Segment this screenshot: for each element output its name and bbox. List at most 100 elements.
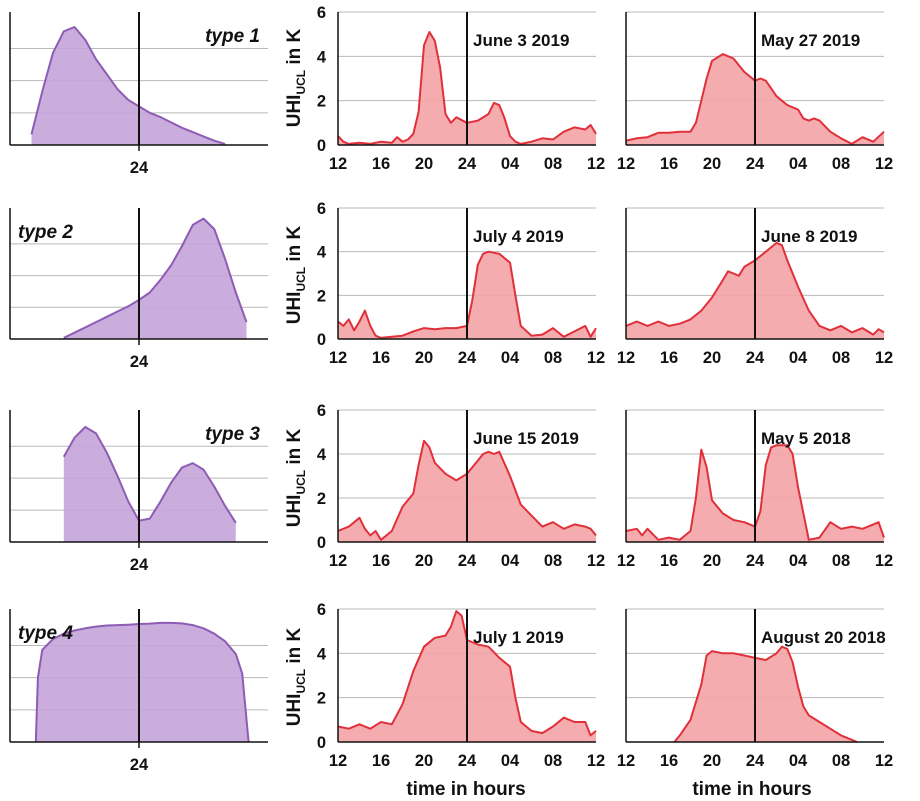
panel-11-y-tick-label-3: 4 [317, 645, 327, 663]
panel-1-x-tick-label: 24 [130, 159, 149, 177]
panel-9-x-tick-label-2: 16 [372, 552, 390, 570]
panel-9-title: June 15 2019 [473, 429, 579, 448]
panel-10-x-tick-label-5: 04 [789, 552, 808, 570]
panel-7-x-tick-label-5: 04 [501, 349, 520, 367]
y-axis-label-row-1: UHIUCL in K [284, 28, 308, 127]
panel-1-area [31, 27, 225, 145]
ylabel-main: UHI [284, 694, 305, 727]
panel-11-x-tick-label-2: 16 [372, 752, 390, 770]
x-axis-label-col-3: time in hours [692, 779, 811, 800]
panel-5-x-tick-label-1: 12 [329, 155, 347, 173]
y-axis-label-row-4: UHIUCL in K [284, 627, 308, 726]
panel-8-x-tick-label-6: 08 [832, 349, 850, 367]
panel-7-x-tick-label-7: 12 [587, 349, 605, 367]
panel-9-y-tick-label-3: 4 [317, 446, 327, 464]
y-axis-label-row-3: UHIUCL in K [284, 428, 308, 527]
panel-11-y-tick-label-1: 0 [317, 734, 326, 752]
panel-5-y-tick-label-1: 0 [317, 137, 326, 155]
panel-10-x-tick-label-1: 12 [617, 552, 635, 570]
panel-5-x-tick-label-3: 20 [415, 155, 433, 173]
svg-text:UHIUCL in K: UHIUCL in K [284, 28, 308, 127]
panel-5-x-tick-label-5: 04 [501, 155, 520, 173]
panel-10-x-tick-label-6: 08 [832, 552, 850, 570]
panel-9-y-tick-label-4: 6 [317, 402, 326, 420]
panel-10-x-tick-label-7: 12 [875, 552, 893, 570]
y-axis-label-row-2: UHIUCL in K [284, 225, 308, 324]
svg-text:UHIUCL in K: UHIUCL in K [284, 627, 308, 726]
panel-5-x-tick-label-7: 12 [587, 155, 605, 173]
panel-6-x-tick-label-4: 24 [746, 155, 765, 173]
panel-11-x-tick-label-6: 08 [544, 752, 562, 770]
panel-11-x-tick-label-4: 24 [458, 752, 477, 770]
panel-5-y-tick-label-3: 4 [317, 48, 327, 66]
panel-8-x-tick-label-5: 04 [789, 349, 808, 367]
panel-1-series-line [30, 26, 226, 145]
area-layer [30, 26, 885, 743]
panel-11-x-tick-label-3: 20 [415, 752, 433, 770]
panel-4-area [35, 622, 249, 742]
panel-12-x-tick-label-6: 08 [832, 752, 850, 770]
panel-5-x-tick-label-2: 16 [372, 155, 390, 173]
panel-1-title: type 1 [205, 26, 260, 47]
ylabel-main: UHI [284, 95, 305, 128]
panel-6-x-tick-label-7: 12 [875, 155, 893, 173]
panel-2-x-tick-label: 24 [130, 353, 149, 371]
ylabel-sub: UCL [294, 70, 308, 95]
panel-9-x-tick-label-6: 08 [544, 552, 562, 570]
panel-8-x-tick-label-3: 20 [703, 349, 721, 367]
panel-2-area [63, 218, 247, 339]
panel-6-x-tick-label-1: 12 [617, 155, 635, 173]
svg-text:UHIUCL in K: UHIUCL in K [284, 428, 308, 527]
panel-9-x-tick-label-3: 20 [415, 552, 433, 570]
panel-6-x-tick-label-3: 20 [703, 155, 721, 173]
panel-7-y-tick-label-1: 0 [317, 331, 326, 349]
ylabel-main: UHI [284, 292, 305, 325]
panel-11-y-tick-label-4: 6 [317, 601, 326, 619]
ylabel-tail: in K [284, 28, 305, 69]
panel-10-area [626, 445, 884, 542]
panel-8-x-tick-label-7: 12 [875, 349, 893, 367]
panel-7-x-tick-label-2: 16 [372, 349, 390, 367]
panel-5-title: June 3 2019 [473, 31, 569, 50]
panel-6-title: May 27 2019 [761, 31, 860, 50]
panel-12-x-tick-label-1: 12 [617, 752, 635, 770]
panel-9-y-tick-label-1: 0 [317, 534, 326, 552]
panel-12-x-tick-label-4: 24 [746, 752, 765, 770]
panel-11-x-tick-label-5: 04 [501, 752, 520, 770]
panel-9-x-tick-label-5: 04 [501, 552, 520, 570]
panel-7-y-tick-label-4: 6 [317, 200, 326, 218]
panel-8-x-tick-label-4: 24 [746, 349, 765, 367]
ylabel-sub: UCL [294, 267, 308, 292]
panel-9-x-tick-label-4: 24 [458, 552, 477, 570]
panel-8-x-tick-label-1: 12 [617, 349, 635, 367]
panel-5-x-tick-label-6: 08 [544, 155, 562, 173]
panel-7-x-tick-label-3: 20 [415, 349, 433, 367]
panel-12-x-tick-label-5: 04 [789, 752, 808, 770]
panel-5-area [338, 32, 596, 145]
ylabel-sub: UCL [294, 470, 308, 495]
panel-3-area [63, 427, 236, 542]
panel-11-x-tick-label-7: 12 [587, 752, 605, 770]
panel-6-x-tick-label-2: 16 [660, 155, 678, 173]
svg-text:UHIUCL in K: UHIUCL in K [284, 225, 308, 324]
axes-layer [9, 12, 884, 748]
panel-4-title: type 4 [18, 623, 73, 644]
panel-6-x-tick-label-5: 04 [789, 155, 808, 173]
ylabel-main: UHI [284, 495, 305, 528]
panel-9-series-line [337, 439, 597, 541]
panel-10-x-tick-label-4: 24 [746, 552, 765, 570]
panel-5-series-line [337, 31, 597, 145]
panel-12-x-tick-label-2: 16 [660, 752, 678, 770]
panel-11-title: July 1 2019 [473, 628, 564, 647]
panel-10-x-tick-label-3: 20 [703, 552, 721, 570]
ylabel-tail: in K [284, 428, 305, 469]
x-axis-label-col-2: time in hours [406, 779, 525, 800]
panel-7-title: July 4 2019 [473, 227, 564, 246]
panel-2-title: type 2 [18, 222, 73, 243]
panel-10-x-tick-label-2: 16 [660, 552, 678, 570]
ylabel-tail: in K [284, 225, 305, 266]
ylabel-sub: UCL [294, 669, 308, 694]
panel-7-area [338, 251, 596, 339]
panel-7-x-tick-label-6: 08 [544, 349, 562, 367]
